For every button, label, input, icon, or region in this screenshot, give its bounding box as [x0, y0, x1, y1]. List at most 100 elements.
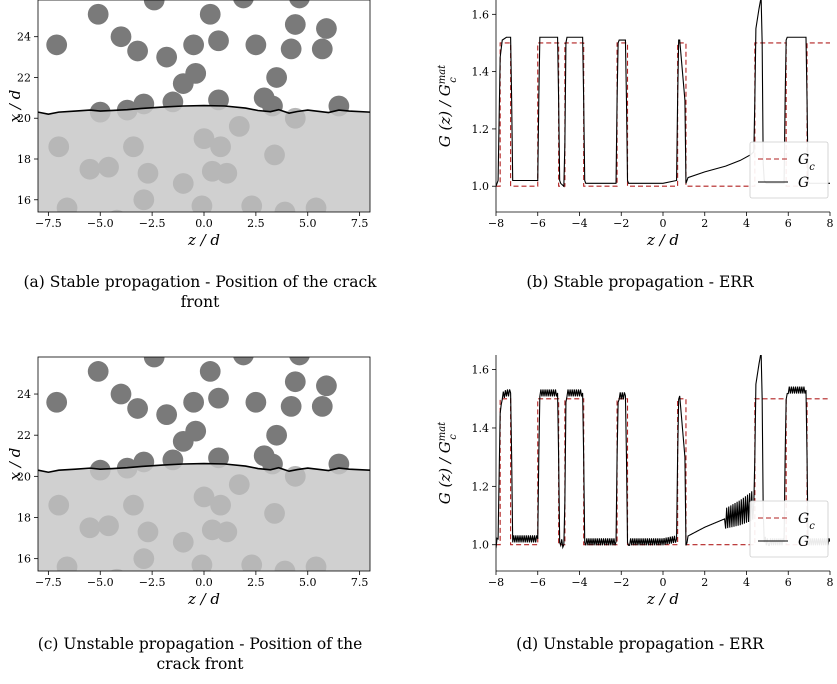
particle-light — [79, 517, 101, 539]
x-tick-label: 6 — [785, 576, 792, 589]
particle-dark — [143, 0, 165, 11]
particle-light — [193, 486, 215, 508]
x-tick-label: 5.0 — [299, 576, 317, 589]
particle-dark — [289, 357, 310, 366]
y-axis-label: G (z) / Gmatc — [436, 64, 459, 147]
particle-light — [193, 128, 215, 149]
particle-dark — [110, 383, 132, 405]
x-tick-label: −2 — [613, 576, 629, 589]
y-tick-label: 1.4 — [472, 66, 490, 79]
particle-light — [210, 136, 231, 158]
particle-dark — [266, 424, 287, 446]
y-tick-label: 18 — [17, 512, 31, 525]
x-axis-label: z / d — [187, 590, 220, 608]
particle-light — [305, 556, 327, 571]
x-tick-label: −7.5 — [35, 576, 62, 589]
y-axis-label: x / d — [6, 90, 24, 123]
particle-light — [133, 548, 155, 570]
plot-area — [38, 357, 370, 571]
particle-dark — [183, 391, 204, 413]
particle-light — [123, 494, 144, 516]
particle-light — [56, 197, 78, 212]
panel-b: −8 −6 −4 −2 0 2 4 6 8 1.0 1.2 1.4 1.6 z / d G (z) / Gm… — [430, 0, 837, 255]
panel-a: −7.5 −5.0 −2.5 0.0 2.5 5.0 7.5 16 18 20 22 24 z / d x… — [0, 0, 400, 255]
particle-light — [210, 494, 231, 516]
y-tick-label: 22 — [17, 71, 31, 84]
x-axis-label: z / d — [187, 231, 220, 249]
x-tick-label: 0 — [660, 576, 667, 589]
particle-dark — [143, 357, 165, 368]
particle-light — [137, 162, 159, 184]
x-tick-label: 4 — [743, 217, 750, 230]
particle-dark — [233, 0, 254, 9]
y-tick-label: 16 — [17, 194, 31, 207]
chart-a-plot: −7.5 −5.0 −2.5 0.0 2.5 5.0 7.5 16 18 20 22 24 z / d x… — [6, 0, 371, 249]
particle-dark — [245, 34, 267, 56]
x-tick-label: 0.0 — [195, 217, 213, 230]
chart-c-plot: −7.5 −5.0 −2.5 0.0 2.5 5.0 7.5 16 18 20 22 24 z / d x… — [6, 356, 371, 608]
y-tick-label: 1.6 — [472, 364, 490, 377]
y-tick-label: 22 — [17, 429, 31, 442]
caption-c: (c) Unstable propagation - Position of t… — [37, 635, 363, 673]
x-tick-label: 2 — [701, 217, 708, 230]
particle-light — [79, 158, 101, 180]
particle-dark — [284, 14, 306, 35]
legend-g-label: G — [798, 175, 809, 191]
cracked-region — [38, 463, 370, 571]
particle-light — [228, 474, 250, 495]
particle-light — [48, 136, 70, 158]
series-Gc-line — [496, 398, 830, 546]
x-tick-label: 0 — [660, 217, 667, 230]
chart-b-plot: −8 −6 −4 −2 0 2 4 6 8 1.0 1.2 1.4 1.6 z / d G (z) / Gm… — [436, 0, 834, 249]
particle-dark — [280, 38, 302, 60]
x-tick-label: −2 — [613, 217, 629, 230]
particle-light — [123, 136, 144, 158]
panel-d: −8 −6 −4 −2 0 2 4 6 8 1.0 1.2 1.4 1.6 z / d G (z) / Gm… — [430, 355, 837, 615]
particle-dark — [316, 18, 337, 39]
particle-dark — [284, 371, 306, 393]
legend-box — [749, 500, 829, 558]
x-tick-label: −7.5 — [35, 217, 62, 230]
particle-light — [191, 554, 213, 571]
x-tick-label: −2.5 — [139, 576, 166, 589]
particle-dark — [208, 30, 229, 52]
particle-light — [56, 556, 78, 571]
particle-dark — [127, 398, 148, 419]
particle-dark — [87, 361, 109, 382]
particle-dark — [156, 46, 178, 68]
legend-gc-label: Gc — [798, 152, 815, 173]
crack-front-line — [38, 104, 370, 115]
x-tick-label: 2.5 — [247, 576, 265, 589]
particle-dark — [185, 420, 207, 442]
particle-dark — [87, 3, 109, 25]
x-axis-label: z / d — [646, 231, 679, 249]
particle-light — [228, 116, 250, 137]
particle-light — [133, 189, 155, 211]
y-axis-label: x / d — [6, 448, 24, 481]
x-tick-label: 2.5 — [247, 217, 265, 230]
y-tick-label: 24 — [17, 31, 31, 44]
particle-dark — [311, 38, 333, 60]
particle-dark — [110, 26, 132, 48]
x-tick-label: −8 — [488, 576, 504, 589]
particle-light — [216, 521, 238, 543]
panel-c: −7.5 −5.0 −2.5 0.0 2.5 5.0 7.5 16 18 20 22 24 z / d x… — [0, 355, 400, 615]
particle-dark — [208, 387, 229, 409]
x-tick-label: −8 — [488, 217, 504, 230]
particle-dark — [46, 391, 68, 413]
x-tick-label: −2.5 — [139, 217, 166, 230]
particle-light — [137, 521, 159, 543]
particle-dark — [199, 361, 221, 382]
y-tick-label: 16 — [17, 553, 31, 566]
particle-dark — [289, 0, 310, 9]
particle-light — [264, 144, 285, 166]
particle-dark — [266, 67, 287, 88]
particle-light — [241, 195, 263, 212]
y-axis-label: G (z) / Gmatc — [436, 421, 459, 504]
x-tick-label: −4 — [571, 576, 587, 589]
particle-light — [191, 195, 213, 212]
particle-light — [110, 209, 124, 212]
caption-b: (b) Stable propagation - ERR — [526, 273, 754, 291]
particle-dark — [316, 375, 337, 397]
x-tick-label: 5.0 — [299, 217, 317, 230]
